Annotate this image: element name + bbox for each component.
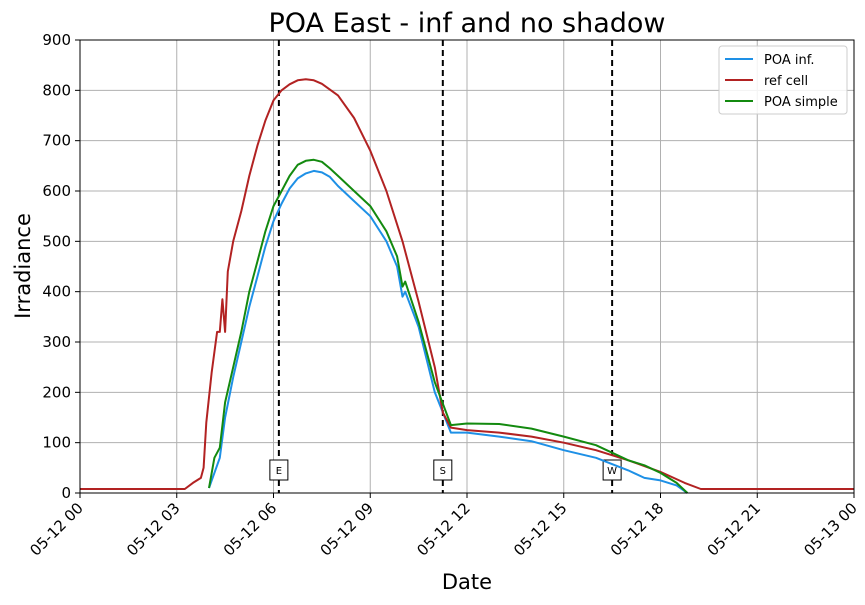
y-tick-label: 800 bbox=[42, 81, 71, 99]
y-tick-label: 700 bbox=[42, 132, 71, 150]
series-line bbox=[80, 78, 854, 490]
marker-label: W bbox=[607, 466, 617, 477]
y-tick-label: 0 bbox=[61, 484, 71, 502]
legend-label: POA inf. bbox=[764, 53, 814, 68]
x-axis-title: Date bbox=[442, 570, 492, 594]
y-tick-label: 200 bbox=[42, 383, 71, 401]
x-tick-label: 05-12 00 bbox=[26, 499, 86, 559]
y-tick-label: 900 bbox=[42, 31, 71, 49]
y-tick-labels: 0 100 200 300 400 500 600 700 800 900 bbox=[42, 31, 80, 502]
x-tick-label: 05-12 21 bbox=[704, 499, 764, 559]
y-tick-label: 100 bbox=[42, 434, 71, 452]
y-tick-label: 300 bbox=[42, 333, 71, 351]
x-tick-label: 05-12 15 bbox=[510, 499, 570, 559]
legend-label: POA simple bbox=[764, 95, 838, 110]
x-tick-label: 05-12 03 bbox=[123, 499, 183, 559]
series-line bbox=[208, 169, 688, 494]
legend-label: ref cell bbox=[764, 74, 808, 89]
y-tick-label: 500 bbox=[42, 232, 71, 250]
x-tick-label: 05-12 06 bbox=[220, 499, 280, 559]
marker-label-box bbox=[433, 459, 453, 481]
series-line bbox=[208, 158, 689, 494]
x-tick-label: 05-12 09 bbox=[317, 499, 377, 559]
y-tick-label: 600 bbox=[42, 182, 71, 200]
y-tick-label: 400 bbox=[42, 283, 71, 301]
x-tick-label: 05-13 00 bbox=[800, 499, 860, 559]
chart-title: POA East - inf and no shadow bbox=[268, 8, 665, 39]
x-tick-label: 05-12 18 bbox=[607, 499, 667, 559]
legend: POA inf. ref cell POA simple bbox=[718, 45, 848, 115]
marker-label: S bbox=[440, 466, 446, 477]
x-tick-label: 05-12 12 bbox=[413, 499, 473, 559]
legend-frame bbox=[718, 45, 848, 115]
marker-label-box bbox=[269, 459, 289, 481]
y-axis-title: Irradiance bbox=[11, 213, 35, 319]
marker-label: E bbox=[276, 466, 282, 477]
series-lines bbox=[80, 78, 854, 494]
x-tick-labels: 05-12 00 05-12 03 05-12 06 05-12 09 05-12 12… bbox=[26, 493, 861, 560]
